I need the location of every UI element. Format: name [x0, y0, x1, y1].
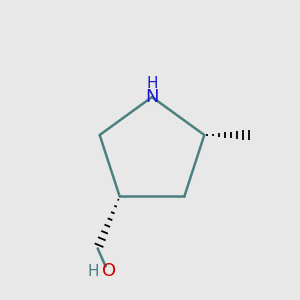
Text: H: H: [146, 76, 158, 92]
Text: H: H: [88, 264, 99, 279]
Text: N: N: [145, 88, 159, 106]
Text: O: O: [102, 262, 116, 280]
